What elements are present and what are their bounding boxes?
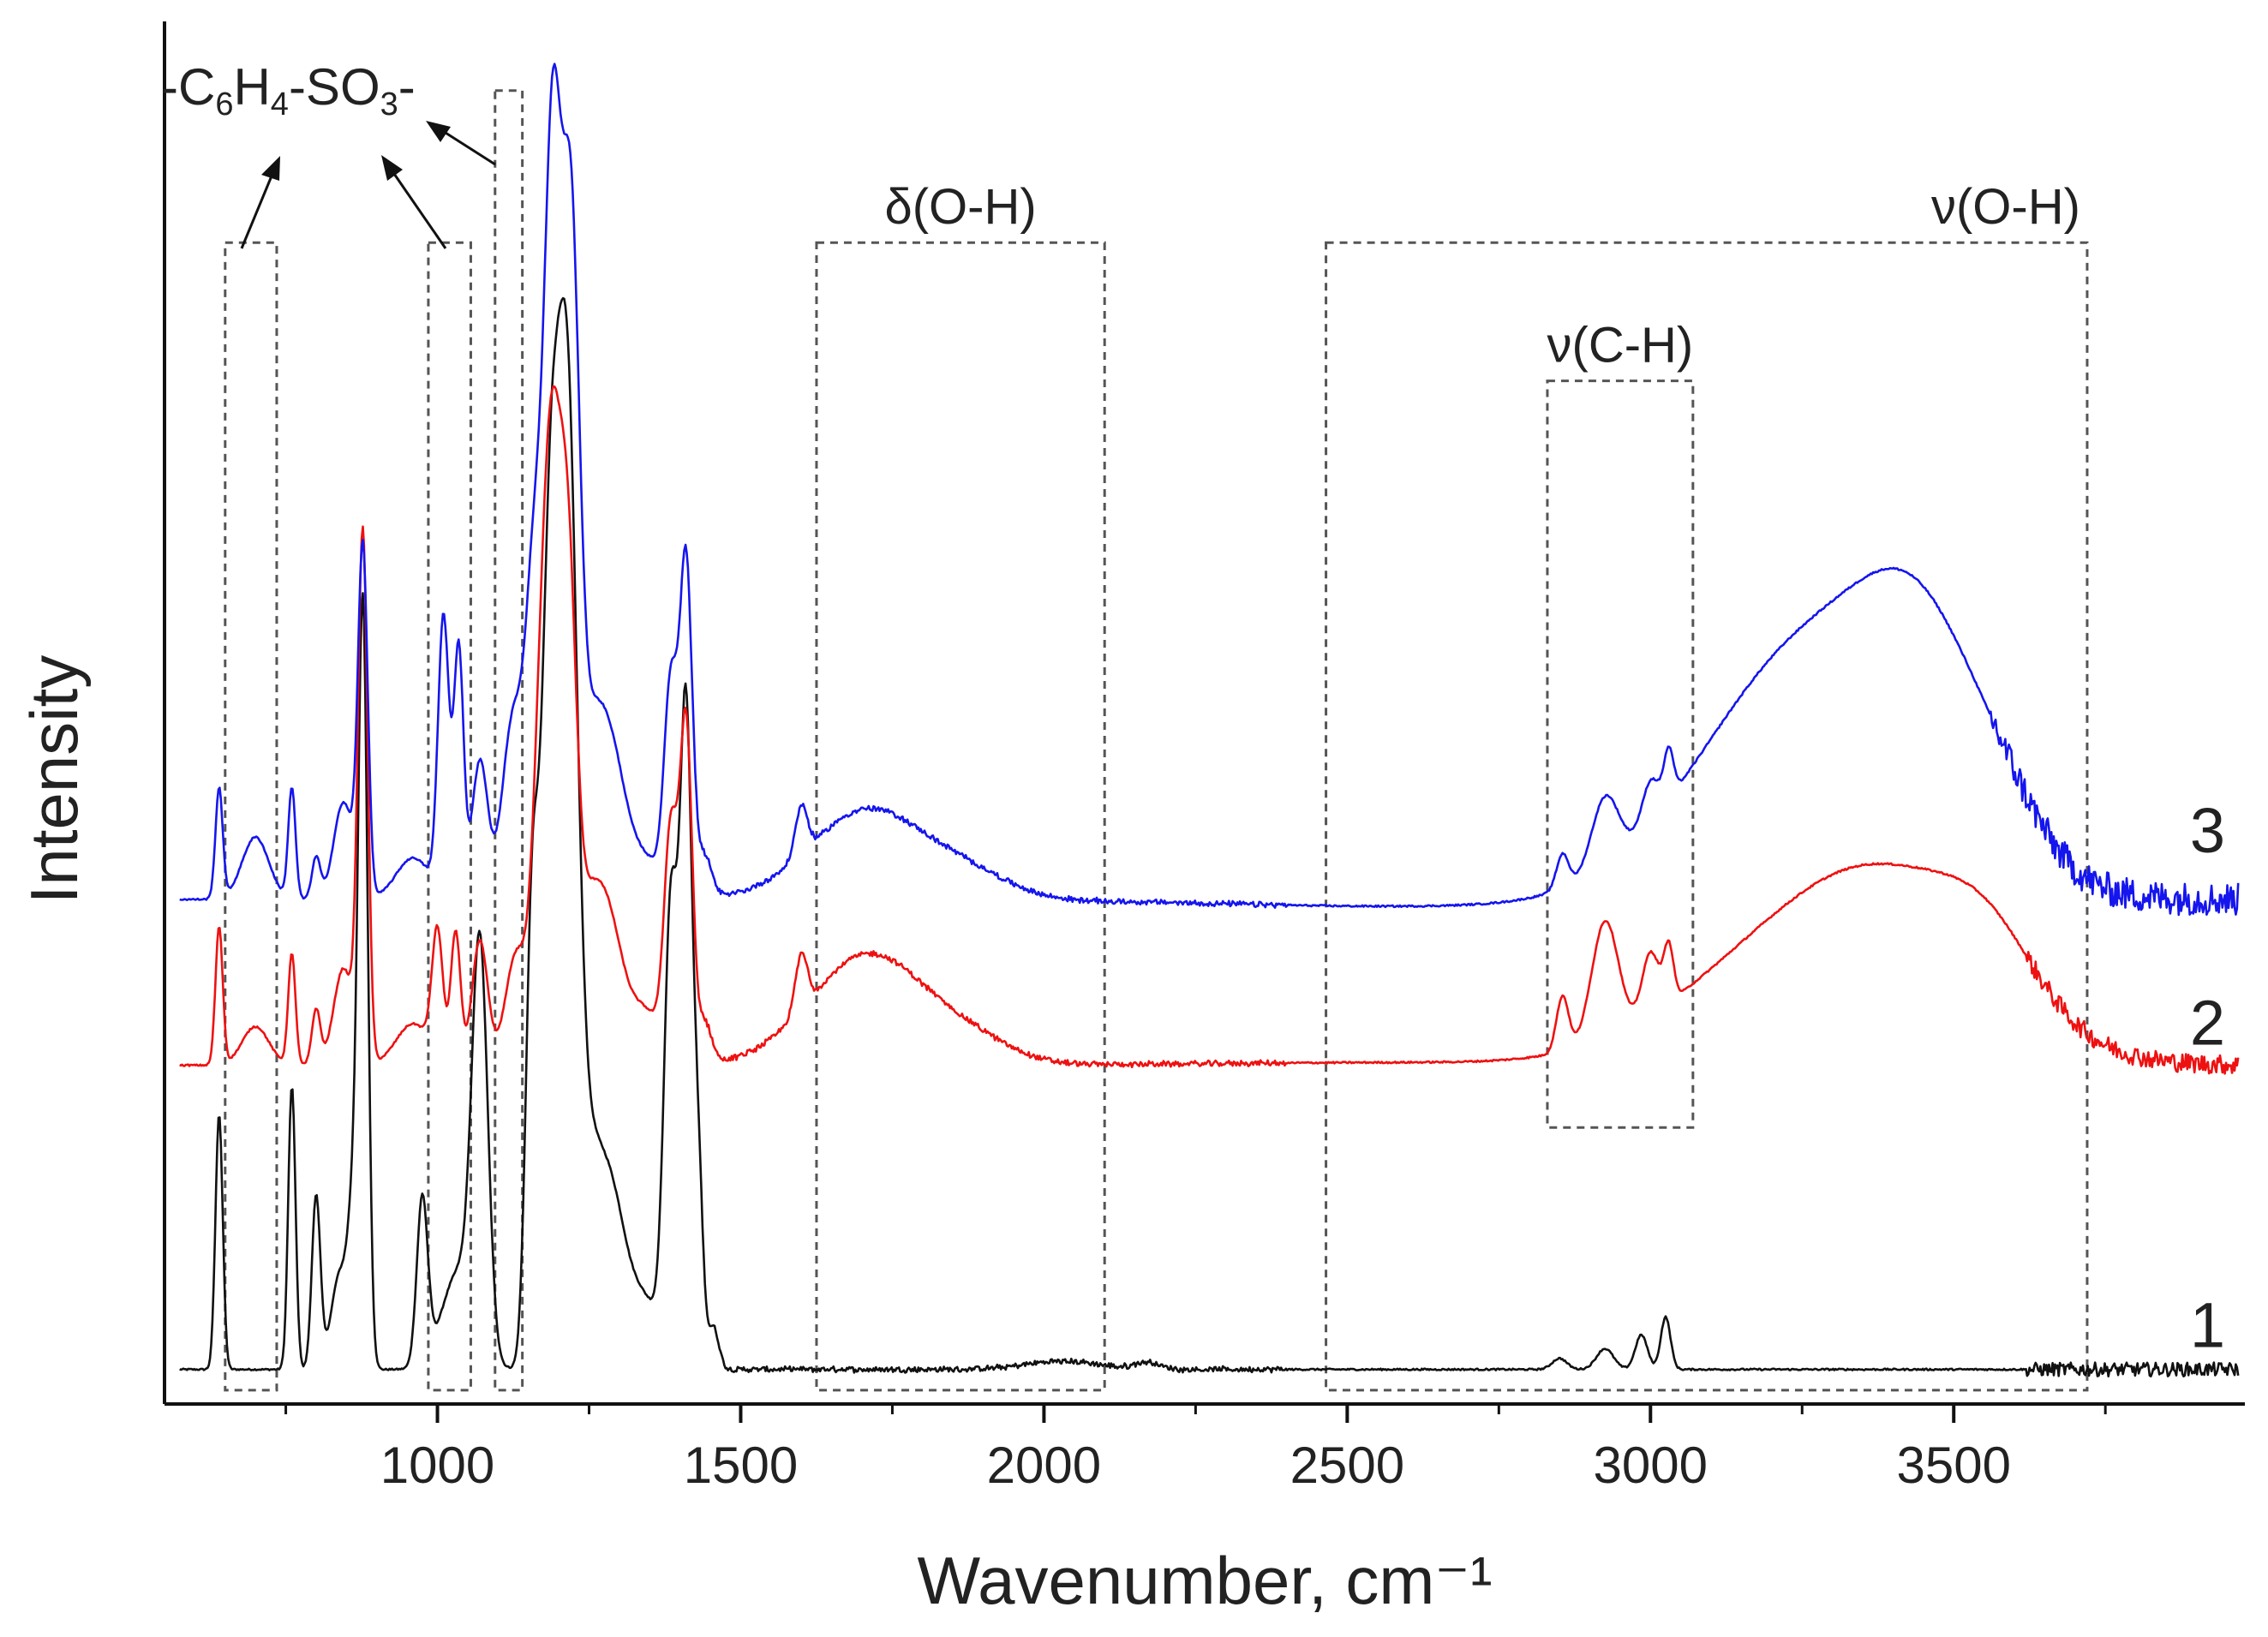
x-axis-title: Wavenumber, cm⁻¹	[917, 1543, 1492, 1618]
axes	[163, 21, 2245, 1406]
group-label-part-2: 6	[215, 87, 233, 122]
group-label-part-7: -	[398, 58, 416, 116]
chart-labels: Wavenumber, cm⁻¹ Intensity 1 2 3	[16, 655, 2225, 1618]
series-1-label: 1	[2190, 1290, 2225, 1361]
x-tick-label-3500: 3500	[1896, 1437, 2010, 1494]
arrow-3	[445, 131, 496, 166]
group-label-part-6: 3	[380, 87, 398, 122]
annotation-box-5	[1325, 241, 2089, 1392]
group-annotation-label: -C6H4-SO3-	[161, 58, 416, 122]
annotation-boxes	[224, 89, 2089, 1392]
x-tick-label-2000: 2000	[987, 1437, 1101, 1494]
series-2-label: 2	[2190, 988, 2225, 1059]
arrow-1-head	[261, 156, 280, 181]
group-label-part-1: -C	[161, 58, 215, 116]
series-3-label: 3	[2190, 795, 2225, 866]
y-axis-title: Intensity	[16, 655, 92, 904]
group-label-part-4: 4	[271, 87, 289, 122]
x-axis-ticks: 1000 1500 2000 2500 3000 3500	[284, 1404, 2107, 1494]
annotation-box-4-label: δ(O-H)	[884, 179, 1036, 235]
series-2-line	[179, 385, 2240, 1075]
x-tick-label-3000: 3000	[1594, 1437, 1708, 1494]
series-1-line	[179, 296, 2240, 1377]
series-3-line	[179, 63, 2240, 917]
arrow-2	[391, 170, 447, 249]
arrow-3-head	[426, 121, 451, 142]
arrow-2-head	[381, 155, 403, 181]
group-label-part-5: -SO	[289, 58, 380, 116]
annotation-box-5-label: ν(O-H)	[1931, 179, 2080, 235]
arrow-1	[240, 173, 274, 249]
annotations: -C6H4-SO3- δ(O-H) ν(O-H) ν(C-H)	[161, 58, 2080, 373]
x-tick-label-1500: 1500	[684, 1437, 798, 1494]
annotation-box-6	[1546, 379, 1695, 1129]
x-tick-label-1000: 1000	[380, 1437, 494, 1494]
annotation-box-4	[815, 241, 1106, 1392]
annotation-box-1	[224, 241, 278, 1392]
annotation-box-2	[427, 241, 472, 1392]
x-tick-label-2500: 2500	[1290, 1437, 1404, 1494]
annotation-box-3	[494, 89, 524, 1392]
annotation-box-6-label: ν(C-H)	[1547, 318, 1694, 373]
group-label-part-3: H	[233, 58, 270, 116]
spectra-traces	[179, 63, 2240, 1377]
